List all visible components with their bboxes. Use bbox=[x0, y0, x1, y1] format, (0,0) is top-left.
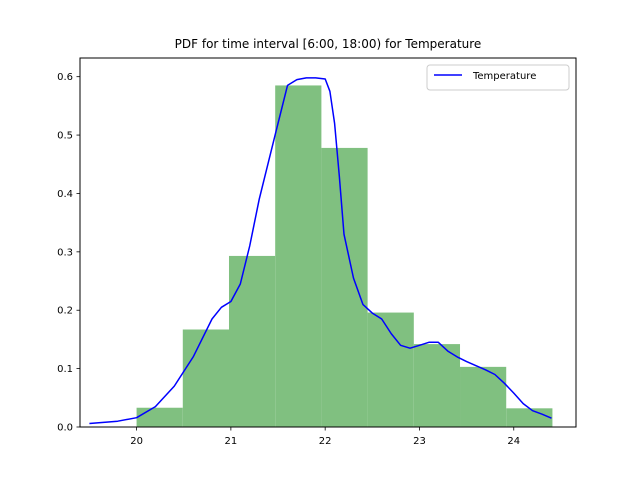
x-tick-label-3: 23 bbox=[413, 436, 426, 447]
histogram-bar-1 bbox=[182, 329, 229, 427]
legend: Temperature bbox=[426, 64, 570, 91]
x-tick-label-1: 21 bbox=[225, 436, 238, 447]
y-tick-label-2: 0.2 bbox=[57, 306, 73, 317]
series-line-temperature bbox=[89, 77, 552, 425]
chart-title: PDF for time interval [6:00, 18:00) for … bbox=[175, 37, 482, 51]
y-tick-label-0: 0.0 bbox=[57, 423, 73, 434]
y-tick-label-6: 0.6 bbox=[57, 72, 73, 83]
y-tick-label-3: 0.3 bbox=[57, 247, 73, 258]
legend-box bbox=[426, 64, 570, 91]
y-axis-ticks: 0.0 0.1 0.2 0.3 0.4 0.5 0.6 bbox=[57, 72, 80, 434]
histogram-bar-3 bbox=[275, 85, 322, 427]
histogram-bar-4 bbox=[321, 147, 368, 427]
plot-frame bbox=[79, 57, 577, 428]
histogram-bar-2 bbox=[228, 255, 276, 427]
histogram-bar-7 bbox=[460, 366, 507, 427]
legend-label-temperature: Temperature bbox=[472, 71, 536, 82]
histogram-bar-6 bbox=[413, 344, 461, 427]
histogram-bars bbox=[136, 85, 553, 427]
series-lines bbox=[89, 77, 552, 425]
x-tick-label-0: 20 bbox=[130, 436, 143, 447]
y-tick-label-5: 0.5 bbox=[57, 131, 73, 142]
histogram-bar-0 bbox=[136, 407, 183, 427]
x-tick-label-2: 22 bbox=[319, 436, 332, 447]
x-tick-label-4: 24 bbox=[507, 436, 520, 447]
y-tick-label-4: 0.4 bbox=[57, 189, 73, 200]
x-axis-ticks: 20 21 22 23 24 bbox=[130, 427, 520, 447]
histogram-bar-8 bbox=[506, 408, 553, 427]
histogram-bar-5 bbox=[367, 312, 414, 427]
y-tick-label-1: 0.1 bbox=[57, 364, 73, 375]
